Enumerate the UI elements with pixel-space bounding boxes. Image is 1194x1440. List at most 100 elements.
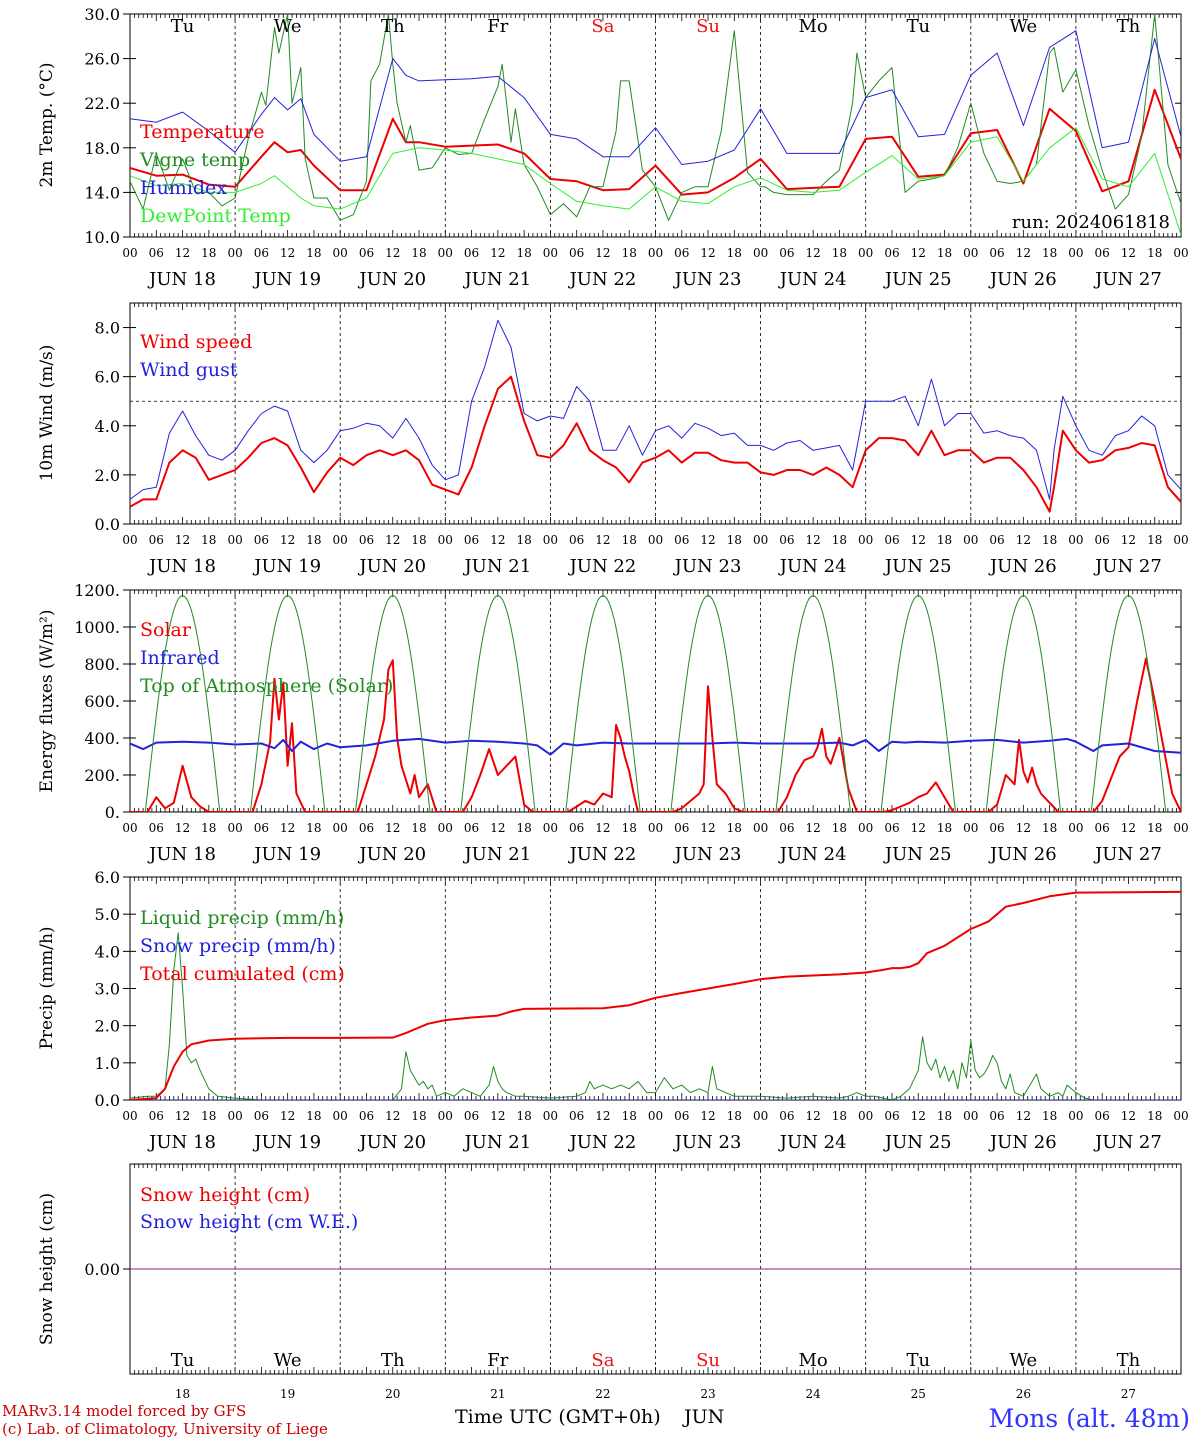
hour-label: 18 — [727, 821, 742, 835]
hour-label: 00 — [858, 821, 873, 835]
hour-label: 12 — [280, 533, 295, 547]
hour-label: 00 — [753, 533, 768, 547]
hour-label: 18 — [411, 533, 426, 547]
hour-label: 00 — [648, 246, 663, 260]
day-number: 21 — [490, 1387, 505, 1401]
hour-label: 18 — [306, 533, 321, 547]
date-label: JUN 22 — [568, 556, 637, 577]
hour-label: 18 — [832, 1109, 847, 1123]
hour-label: 06 — [149, 1109, 164, 1123]
hour-label: 00 — [543, 821, 558, 835]
hour-label: 00 — [122, 1109, 137, 1123]
day-name: Th — [1117, 1350, 1141, 1371]
hour-label: 18 — [1147, 821, 1162, 835]
legend-entry: Infrared — [140, 647, 220, 669]
hour-label: 12 — [490, 1109, 505, 1123]
hour-label: 00 — [227, 246, 242, 260]
hour-label: 00 — [438, 246, 453, 260]
hour-label: 06 — [884, 533, 899, 547]
day-name: Fr — [487, 1350, 508, 1371]
hour-label: 18 — [622, 821, 637, 835]
hour-label: 18 — [1042, 533, 1057, 547]
y-tick-label: 400. — [84, 729, 120, 748]
hour-label: 18 — [516, 821, 531, 835]
date-label: JUN 22 — [568, 1132, 637, 1153]
y-tick-label: 1000. — [74, 618, 120, 637]
hour-label: 18 — [727, 246, 742, 260]
panel-5: 0.00 Snow height (cm) Snow height (cm) Snow… — [37, 1163, 1182, 1401]
hour-label: 00 — [963, 821, 978, 835]
day-number: 19 — [280, 1387, 295, 1401]
hour-label: 18 — [832, 821, 847, 835]
hour-label: 12 — [280, 1109, 295, 1123]
hour-label: 00 — [227, 1109, 242, 1123]
day-name: Su — [696, 16, 720, 37]
hour-label: 12 — [1016, 821, 1031, 835]
hour-label: 06 — [569, 1109, 584, 1123]
hour-label: 00 — [1173, 533, 1188, 547]
series-line-1 — [130, 14, 1181, 221]
series-line-1 — [130, 319, 1181, 500]
legend-entry: Wind speed — [140, 331, 252, 353]
date-label: JUN 20 — [357, 556, 426, 577]
hour-label: 12 — [175, 246, 190, 260]
hour-label: 18 — [1147, 533, 1162, 547]
y-tick-label: 3.0 — [95, 980, 120, 999]
footer-copyright: (c) Lab. of Climatology, University of L… — [2, 1420, 328, 1438]
hour-label: 12 — [280, 821, 295, 835]
hour-label: 06 — [674, 533, 689, 547]
day-name: Tu — [171, 16, 195, 37]
day-name: Mo — [799, 16, 828, 37]
legend-entry: DewPoint Temp — [140, 205, 291, 227]
hour-label: 12 — [595, 246, 610, 260]
hour-label: 18 — [411, 821, 426, 835]
hour-label: 12 — [385, 821, 400, 835]
day-name: Th — [1117, 16, 1141, 37]
date-label: JUN 27 — [1093, 269, 1162, 290]
hour-label: 12 — [280, 246, 295, 260]
hour-label: 06 — [254, 533, 269, 547]
hour-label: 12 — [490, 246, 505, 260]
y-tick-label: 6.0 — [95, 868, 120, 887]
hour-label: 00 — [227, 821, 242, 835]
hour-label: 18 — [622, 246, 637, 260]
hour-label: 00 — [227, 533, 242, 547]
date-label: JUN 25 — [883, 556, 952, 577]
series-group — [130, 319, 1181, 513]
series-toa-arch — [670, 594, 746, 812]
hour-label: 06 — [569, 533, 584, 547]
date-label: JUN 21 — [462, 269, 531, 290]
hour-label: 06 — [1095, 533, 1110, 547]
hour-label: 12 — [175, 821, 190, 835]
day-number: 27 — [1121, 1387, 1136, 1401]
y-tick-label: 0.0 — [95, 1091, 120, 1110]
hour-label: 06 — [779, 533, 794, 547]
series-line-0 — [130, 657, 1181, 812]
hour-label: 18 — [306, 246, 321, 260]
day-number: 18 — [175, 1387, 190, 1401]
hour-label: 12 — [911, 821, 926, 835]
legend-entry: Solar — [140, 619, 192, 641]
hour-label: 18 — [727, 533, 742, 547]
hour-label: 06 — [884, 1109, 899, 1123]
series-line-0 — [130, 932, 1181, 1100]
y-tick-label: 8.0 — [95, 319, 120, 338]
legend-entry: Vigne temp — [139, 149, 250, 171]
hour-label: 00 — [858, 533, 873, 547]
day-name: Mo — [799, 1350, 828, 1371]
date-label: JUN 23 — [673, 844, 742, 865]
hour-label: 06 — [674, 1109, 689, 1123]
panel-2: 0.0 2.0 4.0 6.0 8.0 10m Wind (m/s) Wind speed W… — [37, 302, 1189, 577]
hour-label: 18 — [201, 821, 216, 835]
day-name: Su — [696, 1350, 720, 1371]
hour-label: 18 — [1042, 1109, 1057, 1123]
hour-label: 06 — [464, 1109, 479, 1123]
date-label: JUN 21 — [462, 844, 531, 865]
series-line-3 — [130, 127, 1181, 235]
date-label: JUN 21 — [462, 1132, 531, 1153]
station-label: Mons (alt. 48m) — [989, 1404, 1190, 1433]
hour-label: 06 — [989, 533, 1004, 547]
hour-label: 12 — [700, 1109, 715, 1123]
hour-label: 06 — [464, 246, 479, 260]
day-number: 22 — [595, 1387, 610, 1401]
